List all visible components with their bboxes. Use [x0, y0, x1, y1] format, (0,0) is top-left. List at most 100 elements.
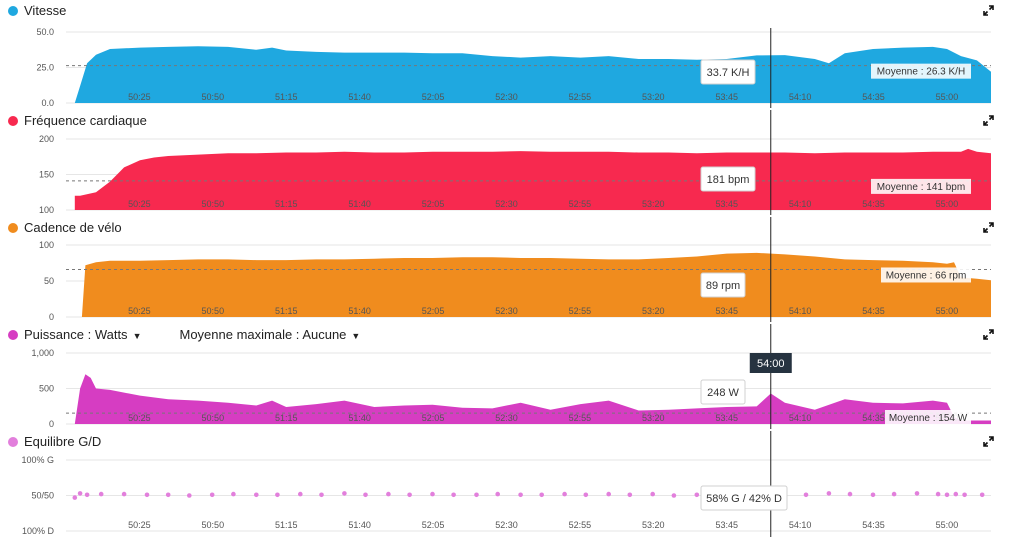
y-tick-label: 50	[44, 276, 54, 286]
speed-title-label: Vitesse	[24, 3, 67, 18]
x-tick-label: 50:50	[202, 520, 225, 530]
heart-rate-chart[interactable]: 100 150 200 50:25 50:50 51:15 51:40 52:05 52:30 5…	[0, 110, 1024, 215]
x-tick-label: 51:40	[348, 413, 371, 423]
tooltip-value: 248 W	[707, 387, 739, 399]
data-point	[583, 492, 589, 498]
average-label: Moyenne : 66 rpm	[886, 270, 967, 281]
speed-legend-dot	[8, 5, 18, 16]
power-title-label: Puissance : Watts	[24, 327, 128, 342]
x-tick-label: 53:20	[642, 92, 665, 102]
x-tick-label: 53:45	[715, 520, 738, 530]
series-area	[74, 148, 992, 210]
expand-icon[interactable]	[983, 222, 994, 233]
y-tick-label: 0	[49, 419, 54, 429]
x-tick-label: 50:50	[202, 92, 225, 102]
balance-title[interactable]: Equilibre G/D	[8, 434, 101, 449]
x-tick-label: 51:40	[348, 520, 371, 530]
data-point	[891, 491, 897, 497]
max-average-label: Moyenne maximale : Aucune	[179, 327, 347, 342]
cadence-panel: Cadence de vélo 0 50 100 50:25 50:50 51:15 51:…	[0, 217, 1024, 322]
expand-icon[interactable]	[983, 115, 994, 126]
data-point	[98, 491, 104, 497]
x-tick-label: 51:15	[275, 306, 298, 316]
x-tick-label: 50:25	[128, 199, 151, 209]
data-point	[962, 492, 967, 498]
max-average-dropdown[interactable]: Moyenne maximale : Aucune ▼	[179, 327, 360, 342]
speed-panel: Vitesse 0.0 25.0 50.0 50:25 50:50 51:15 51:40 5…	[0, 0, 1024, 108]
data-point	[319, 492, 324, 498]
y-tick-label: 1,000	[31, 348, 54, 358]
data-point	[539, 492, 544, 498]
x-tick-label: 53:20	[642, 306, 665, 316]
data-point	[386, 491, 391, 497]
x-tick-label: 51:15	[275, 413, 298, 423]
x-tick-label: 50:25	[128, 92, 151, 102]
x-tick-label: 54:10	[789, 520, 812, 530]
expand-icon[interactable]	[983, 5, 994, 16]
x-tick-label: 50:50	[202, 306, 225, 316]
data-point	[671, 493, 677, 498]
data-point	[944, 492, 950, 498]
cadence-title[interactable]: Cadence de vélo	[8, 220, 122, 235]
x-tick-label: 52:05	[422, 199, 445, 209]
x-tick-label: 51:15	[275, 92, 298, 102]
data-point	[144, 492, 150, 498]
y-tick-label: 50.0	[36, 27, 54, 37]
average-label-bg	[881, 267, 971, 283]
y-tick-label: 100	[39, 240, 54, 250]
data-point	[84, 492, 90, 498]
average-label-bg	[871, 63, 971, 79]
y-tick-label: 100% D	[22, 526, 55, 536]
cadence-chart[interactable]: 0 50 100 50:25 50:50 51:15 51:40 52:05 52:30 52:5…	[0, 217, 1024, 322]
cursor-time-badge	[749, 353, 792, 373]
data-point	[275, 492, 280, 498]
tooltip-box	[700, 166, 756, 192]
tooltip-value: 181 bpm	[707, 174, 750, 186]
x-tick-label: 54:35	[862, 306, 885, 316]
tooltip-value: 58% G / 42% D	[706, 493, 782, 505]
data-point	[562, 491, 567, 497]
x-tick-label: 51:15	[275, 520, 298, 530]
data-point	[870, 492, 876, 498]
x-tick-label: 54:35	[862, 92, 885, 102]
expand-icon[interactable]	[983, 329, 994, 340]
x-tick-label: 53:45	[715, 199, 738, 209]
balance-panel: Equilibre G/D 100% D 50/50 100% G 50:25 50:5…	[0, 431, 1024, 549]
x-tick-label: 54:35	[862, 520, 885, 530]
tooltip-box	[700, 59, 756, 85]
chevron-down-icon: ▼	[351, 331, 361, 341]
data-point	[342, 491, 347, 496]
tooltip-box	[700, 272, 746, 298]
chevron-down-icon: ▼	[132, 331, 142, 341]
data-point	[187, 493, 192, 498]
expand-icon[interactable]	[983, 436, 994, 447]
data-point	[298, 491, 303, 497]
data-point	[914, 491, 920, 496]
data-point	[474, 492, 479, 498]
data-point	[803, 492, 809, 498]
x-tick-label: 52:30	[495, 199, 518, 209]
x-tick-label: 50:25	[128, 413, 151, 423]
x-tick-label: 55:00	[936, 306, 959, 316]
balance-chart[interactable]: 100% D 50/50 100% G 50:25 50:50 51:15 51:40 52:…	[0, 431, 1024, 549]
x-tick-label: 50:50	[202, 199, 225, 209]
speed-title[interactable]: Vitesse	[8, 3, 66, 18]
power-metric-dropdown[interactable]: Puissance : Watts ▼	[24, 327, 141, 342]
speed-chart[interactable]: 0.0 25.0 50.0 50:25 50:50 51:15 51:40 52:05 52:3…	[0, 0, 1024, 108]
x-tick-label: 52:30	[495, 92, 518, 102]
data-point	[165, 492, 171, 498]
x-tick-label: 51:15	[275, 199, 298, 209]
x-tick-label: 54:35	[862, 413, 885, 423]
y-tick-label: 0	[49, 312, 54, 322]
x-tick-label: 52:05	[422, 92, 445, 102]
x-tick-label: 51:40	[348, 306, 371, 316]
y-tick-label: 0.0	[41, 98, 54, 108]
heart-rate-title-label: Fréquence cardiaque	[24, 113, 147, 128]
data-point	[121, 491, 127, 497]
heart-rate-title[interactable]: Fréquence cardiaque	[8, 113, 147, 128]
tooltip-value: 89 rpm	[706, 280, 740, 292]
power-chart[interactable]: 0 500 1,000 50:25 50:50 51:15 51:40 52:05 52:30 5…	[0, 324, 1024, 429]
x-tick-label: 53:20	[642, 199, 665, 209]
data-point	[650, 491, 655, 497]
data-point	[363, 492, 368, 498]
